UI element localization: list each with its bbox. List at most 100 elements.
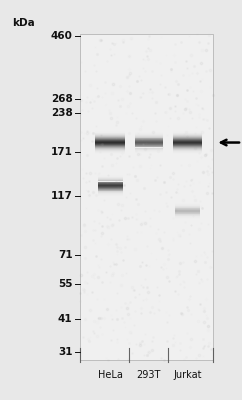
Bar [173, 139, 203, 140]
Bar [173, 136, 203, 137]
Text: 171: 171 [51, 147, 73, 157]
Bar [135, 151, 163, 152]
Bar [95, 141, 125, 142]
Bar [173, 131, 203, 132]
Bar [80, 34, 213, 360]
Bar [175, 217, 200, 218]
Bar [173, 130, 203, 131]
Bar [98, 187, 123, 188]
Bar [135, 148, 163, 149]
Bar [98, 178, 123, 179]
Bar [98, 185, 123, 186]
Bar [175, 215, 200, 216]
Bar [95, 149, 125, 150]
Bar [95, 150, 125, 151]
Bar [135, 133, 163, 134]
Bar [98, 186, 123, 187]
Text: 238: 238 [51, 108, 73, 118]
Bar [95, 155, 125, 156]
Bar [173, 148, 203, 149]
Bar [135, 153, 163, 154]
Bar [175, 206, 200, 207]
Text: 71: 71 [58, 250, 73, 260]
Bar [135, 137, 163, 138]
Bar [175, 210, 200, 211]
Text: 268: 268 [51, 94, 73, 104]
Bar [135, 154, 163, 155]
Bar [95, 136, 125, 137]
Bar [98, 197, 123, 198]
Bar [95, 140, 125, 141]
Bar [95, 146, 125, 147]
Text: HeLa: HeLa [98, 370, 122, 380]
Bar [98, 182, 123, 183]
Bar [173, 149, 203, 150]
Bar [95, 147, 125, 148]
Bar [95, 144, 125, 145]
Bar [95, 134, 125, 135]
Text: 31: 31 [58, 346, 73, 356]
Bar [173, 145, 203, 146]
Bar [135, 139, 163, 140]
Bar [173, 147, 203, 148]
Bar [175, 208, 200, 209]
Bar [135, 131, 163, 132]
Bar [135, 147, 163, 148]
Bar [173, 132, 203, 134]
Text: Jurkat: Jurkat [173, 370, 202, 380]
Bar [175, 201, 200, 202]
Bar [173, 146, 203, 147]
Bar [98, 188, 123, 189]
Bar [98, 179, 123, 180]
Bar [175, 203, 200, 204]
Text: 117: 117 [51, 191, 73, 201]
Text: 460: 460 [51, 31, 73, 41]
Bar [173, 140, 203, 141]
Text: 55: 55 [58, 280, 73, 290]
Bar [135, 130, 163, 131]
Bar [95, 131, 125, 132]
Text: 41: 41 [58, 314, 73, 324]
Bar [135, 135, 163, 136]
Bar [95, 138, 125, 139]
Bar [98, 195, 123, 196]
Bar [173, 155, 203, 156]
Bar [175, 204, 200, 205]
Bar [98, 173, 123, 174]
Bar [98, 176, 123, 177]
Bar [175, 218, 200, 219]
Bar [173, 152, 203, 154]
Bar [98, 175, 123, 176]
Bar [98, 184, 123, 185]
Bar [175, 213, 200, 214]
Bar [135, 134, 163, 135]
Bar [173, 134, 203, 135]
Bar [173, 135, 203, 136]
Bar [173, 138, 203, 139]
Bar [173, 151, 203, 152]
Bar [173, 141, 203, 142]
Bar [173, 154, 203, 155]
Text: 293T: 293T [137, 370, 161, 380]
Bar [173, 129, 203, 130]
Bar [95, 145, 125, 146]
Bar [135, 149, 163, 150]
Bar [95, 151, 125, 152]
Bar [95, 154, 125, 155]
Bar [135, 145, 163, 146]
Bar [98, 181, 123, 182]
Bar [95, 148, 125, 149]
Bar [175, 220, 200, 221]
Bar [98, 189, 123, 190]
Bar [135, 142, 163, 143]
Bar [175, 212, 200, 213]
Bar [135, 152, 163, 153]
Bar [175, 202, 200, 203]
Bar [98, 193, 123, 194]
Bar [95, 142, 125, 144]
Bar [98, 177, 123, 178]
Bar [175, 211, 200, 212]
Bar [173, 142, 203, 144]
Bar [135, 150, 163, 151]
Bar [175, 207, 200, 208]
